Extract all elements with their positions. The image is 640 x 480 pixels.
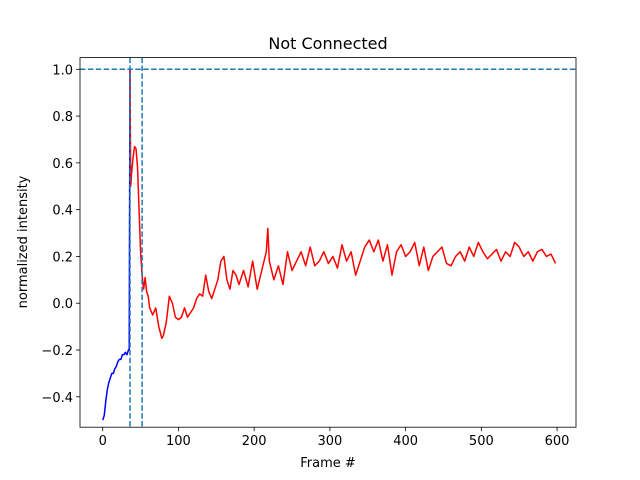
x-tick-label: 400 [393,434,418,449]
y-axis-label: normalized intensity [16,175,31,308]
y-tick-label: 0.8 [52,110,73,125]
y-tick-label: 0.4 [52,204,73,219]
x-axis-label: Frame # [300,456,356,471]
y-tick-label: −0.2 [41,344,73,359]
x-tick-label: 600 [545,434,570,449]
y-tick-label: −0.4 [41,391,73,406]
data-line [129,69,557,340]
plot-frame [79,57,577,428]
x-tick-label: 300 [317,434,342,449]
y-tick-label: 0.0 [52,297,73,312]
x-tick-label: 200 [242,434,267,449]
chart-title: Not Connected [268,34,387,53]
y-tick-label: 0.6 [52,157,73,172]
data-line [102,69,131,421]
x-tick-label: 500 [469,434,494,449]
x-tick-label: 100 [166,434,191,449]
y-tick-label: 0.2 [52,250,73,265]
y-tick-label: 1.0 [52,63,73,78]
x-tick-label: 0 [99,434,107,449]
